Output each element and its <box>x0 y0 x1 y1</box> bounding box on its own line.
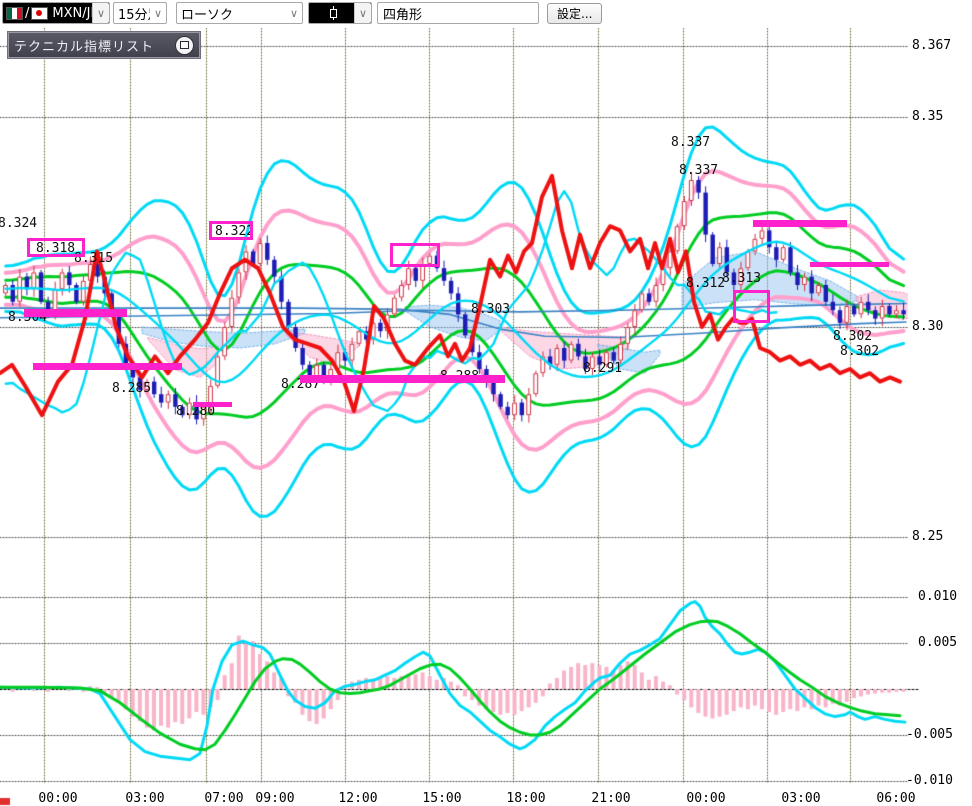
minimize-button[interactable] <box>175 35 194 55</box>
chevron-down-icon: ∨ <box>153 6 163 20</box>
settings-button-label: 設定... <box>557 7 593 21</box>
drawn-rectangle[interactable] <box>209 221 253 240</box>
timeframe-select[interactable]: 15分足 ∨ <box>113 2 167 24</box>
currency-pair-select[interactable]: / MXN/JPY ∨ <box>2 2 110 24</box>
timeframe-value: 15分足 <box>118 7 150 23</box>
drawn-horizontal-line[interactable] <box>300 375 505 383</box>
drawn-horizontal-line[interactable] <box>193 401 232 407</box>
price-annotation-label: 8.303 <box>471 302 511 317</box>
minimize-icon <box>180 41 189 49</box>
panel-title: テクニカル指標リスト <box>14 39 155 55</box>
price-axis-label: 8.25 <box>912 529 944 544</box>
chart-type-select[interactable]: ローソク ∨ <box>176 2 303 24</box>
chart-type-value: ローソク <box>181 7 234 23</box>
candle-style-select[interactable]: ∨ <box>308 2 372 24</box>
settings-button[interactable]: 設定... <box>547 3 603 24</box>
time-axis-label: 15:00 <box>422 791 462 806</box>
price-annotation-label: 8.280 <box>176 404 216 419</box>
drawn-horizontal-line[interactable] <box>24 309 127 317</box>
price-annotation-label: 8.313 <box>722 271 762 286</box>
drawn-horizontal-line[interactable] <box>753 219 847 227</box>
drawn-rectangle[interactable] <box>27 238 85 257</box>
drawn-horizontal-line[interactable] <box>810 261 889 267</box>
flag-icons: / <box>6 6 49 21</box>
drawn-horizontal-line[interactable] <box>33 362 182 370</box>
price-axis-label: 8.30 <box>912 319 944 334</box>
drawn-rectangle[interactable] <box>733 290 770 323</box>
price-axis-label: 8.367 <box>912 37 952 53</box>
time-axis-label: 09:00 <box>255 791 295 806</box>
price-annotation-label: 8.302 <box>833 329 873 344</box>
price-annotation-label: 8.337 <box>679 163 719 178</box>
price-axis-label: 8.35 <box>912 109 944 124</box>
time-axis-label: 18:00 <box>506 791 546 806</box>
chevron-down-icon: ∨ <box>92 3 109 23</box>
currency-pair-value: MXN/JPY <box>52 5 92 21</box>
macd-axis-label: -0.010 <box>906 773 953 788</box>
chevron-down-icon: ∨ <box>289 6 299 20</box>
price-annotation-label: 8.337 <box>671 135 711 150</box>
price-annotation-label: 8.318 <box>36 241 76 256</box>
time-axis-label: 00:00 <box>686 791 726 806</box>
price-annotation-label: 8.312 <box>686 276 726 291</box>
chart-canvas[interactable] <box>0 28 972 806</box>
time-axis-label: 21:00 <box>591 791 631 806</box>
chevron-down-icon: ∨ <box>354 3 371 23</box>
macd-axis-label: 0.010 <box>918 589 958 604</box>
drawn-rectangle[interactable] <box>390 243 440 267</box>
price-annotation-label: 8.285 <box>112 381 152 396</box>
toolbar: / MXN/JPY ∨ 15分足 ∨ ローソク ∨ ∨ 設定... <box>0 0 972 28</box>
price-annotation-label: 8.291 <box>583 361 623 376</box>
time-axis-label: 12:00 <box>338 791 378 806</box>
technical-indicator-list-panel[interactable]: テクニカル指標リスト <box>7 31 201 59</box>
mexico-flag-icon <box>6 6 23 20</box>
price-annotation-label: 8.324 <box>0 216 38 231</box>
price-annotation-label: 8.302 <box>840 344 880 359</box>
price-annotation-label: 8.322 <box>215 224 255 239</box>
time-axis-label: 03:00 <box>125 791 165 806</box>
time-axis-label: 07:00 <box>204 791 244 806</box>
macd-axis-label: -0.005 <box>906 727 953 742</box>
time-axis-label: 06:00 <box>876 791 916 806</box>
drawing-tool-input[interactable] <box>377 2 539 24</box>
macd-axis-label: 0.005 <box>918 635 958 650</box>
time-axis-label: 03:00 <box>781 791 821 806</box>
japan-flag-icon <box>31 6 49 20</box>
candlestick-icon <box>329 6 337 20</box>
time-axis-label: 00:00 <box>38 791 78 806</box>
